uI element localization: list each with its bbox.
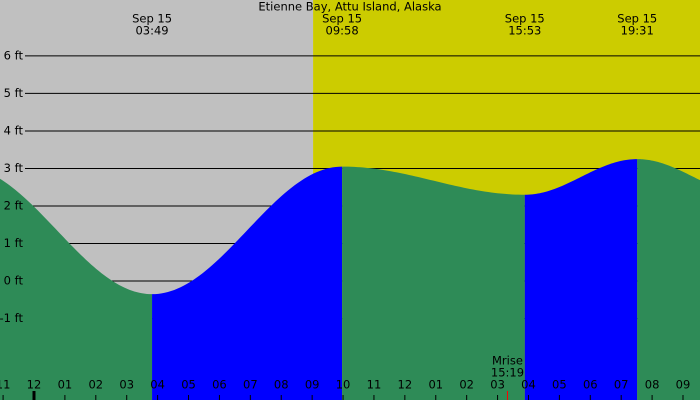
y-tick-label: 2 ft [4, 199, 24, 213]
x-tick-label: 12 [398, 378, 413, 392]
rising-tide [152, 166, 343, 400]
chart-title: Etienne Bay, Attu Island, Alaska [258, 0, 441, 14]
x-tick-label: 07 [614, 378, 629, 392]
event-time: 19:31 [621, 24, 654, 38]
event-date: Sep 15 [322, 12, 362, 26]
x-tick-label: 08 [645, 378, 660, 392]
y-tick-label: 6 ft [4, 48, 24, 62]
x-tick-label: 03 [490, 378, 505, 392]
x-tick-label: 01 [428, 378, 443, 392]
event-time: 03:49 [135, 24, 168, 38]
event-time: 09:58 [326, 24, 359, 38]
x-tick-label: 05 [552, 378, 567, 392]
x-tick-label: 06 [212, 378, 227, 392]
x-tick-label: 03 [119, 378, 134, 392]
y-tick-label: 1 ft [4, 236, 24, 250]
y-tick-label: -1 ft [0, 311, 23, 325]
x-tick-label: 06 [583, 378, 598, 392]
x-tick-label: 04 [521, 378, 536, 392]
x-tick-label: 05 [181, 378, 196, 392]
y-tick-label: 4 ft [4, 123, 24, 137]
y-tick-label: 5 ft [4, 86, 24, 100]
x-tick-label: 10 [336, 378, 351, 392]
event-time: 15:53 [508, 24, 541, 38]
falling-tide [637, 159, 700, 400]
x-tick-label: 04 [150, 378, 165, 392]
event-date: Sep 15 [132, 12, 172, 26]
rising-tide [524, 159, 638, 400]
moonrise-label: Mrise [492, 354, 523, 368]
x-tick-label: 02 [459, 378, 474, 392]
x-tick-label: 09 [305, 378, 320, 392]
x-tick-label: 01 [58, 378, 73, 392]
x-tick-label: 07 [243, 378, 258, 392]
falling-tide [342, 166, 525, 400]
moonrise-time: 15:19 [491, 366, 524, 380]
event-date: Sep 15 [505, 12, 545, 26]
falling-tide [0, 178, 153, 400]
x-tick-label: 08 [274, 378, 289, 392]
event-date: Sep 15 [617, 12, 657, 26]
x-tick-label: 02 [88, 378, 103, 392]
x-tick-label: 09 [676, 378, 691, 392]
y-tick-label: 3 ft [4, 161, 24, 175]
x-tick-label: 11 [0, 378, 10, 392]
x-tick-label: 11 [367, 378, 382, 392]
x-tick-label: 12 [27, 378, 42, 392]
y-tick-label: 0 ft [4, 274, 24, 288]
